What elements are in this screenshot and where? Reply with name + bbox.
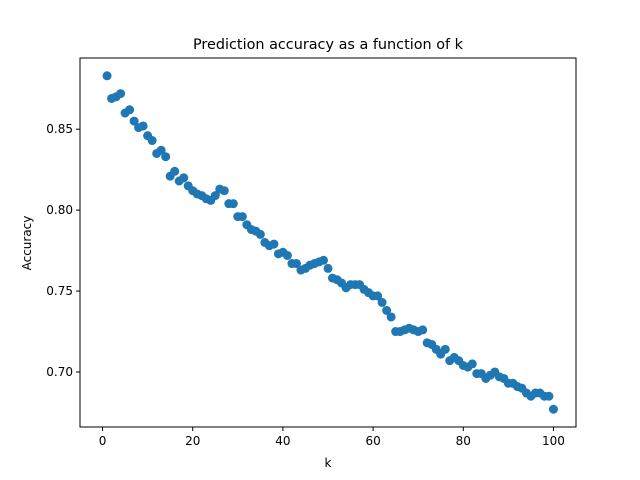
data-point [323, 263, 333, 273]
data-point [170, 166, 180, 176]
data-point [116, 89, 126, 99]
y-tick-label: 0.85 [46, 122, 73, 136]
data-point [291, 259, 301, 269]
x-tick-label: 100 [542, 434, 565, 448]
data-point [219, 186, 229, 196]
data-point [156, 145, 166, 155]
data-point [228, 199, 238, 209]
data-point [161, 152, 171, 162]
y-tick-label: 0.70 [46, 365, 73, 379]
data-point [125, 105, 135, 115]
data-point [282, 250, 292, 260]
x-axis-label: k [325, 456, 332, 470]
data-point [373, 291, 383, 301]
data-point [255, 229, 265, 239]
y-axis-label: Accuracy [20, 216, 34, 271]
axis-ticks: 0 20 40 60 80 100 0.70 0.75 0.80 0.85 [46, 122, 565, 448]
data-point [544, 391, 554, 401]
x-tick-label: 0 [99, 434, 107, 448]
data-point [377, 297, 387, 307]
x-tick-label: 60 [365, 434, 380, 448]
data-point [269, 239, 279, 249]
data-point [382, 305, 392, 315]
data-point [418, 325, 428, 335]
data-point [210, 191, 220, 201]
data-point [386, 312, 396, 322]
data-point [129, 116, 139, 126]
data-point [102, 71, 112, 81]
chart-title: Prediction accuracy as a function of k [193, 37, 464, 53]
data-points [102, 71, 558, 414]
plot-frame [79, 57, 577, 428]
y-tick-label: 0.80 [46, 203, 73, 217]
data-point [237, 212, 247, 222]
data-point [147, 136, 157, 146]
y-tick-label: 0.75 [46, 284, 73, 298]
data-point [138, 121, 148, 131]
data-point [179, 173, 189, 183]
x-tick-label: 80 [456, 434, 471, 448]
data-point [548, 404, 558, 414]
data-point [318, 255, 328, 265]
data-point [440, 344, 450, 354]
x-tick-label: 20 [185, 434, 200, 448]
x-tick-label: 40 [275, 434, 290, 448]
data-point [467, 359, 477, 369]
